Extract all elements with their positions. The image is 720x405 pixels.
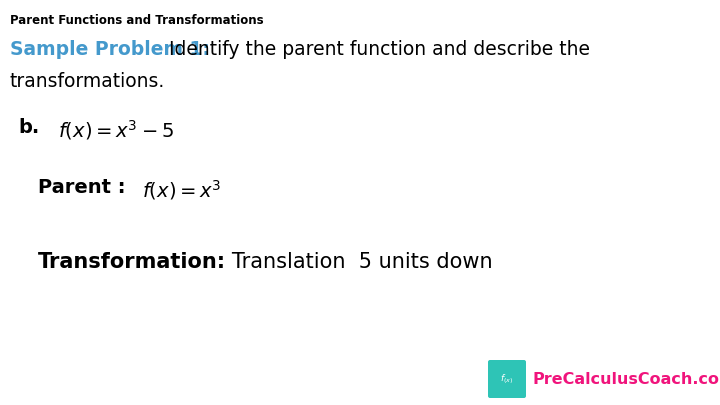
Text: Transformation:: Transformation: xyxy=(38,252,226,272)
Text: PreCalculusCoach.com: PreCalculusCoach.com xyxy=(532,371,720,386)
Text: transformations.: transformations. xyxy=(10,72,166,91)
FancyBboxPatch shape xyxy=(488,360,526,398)
Text: Parent Functions and Transformations: Parent Functions and Transformations xyxy=(10,14,264,27)
Text: Identify the parent function and describe the: Identify the parent function and describ… xyxy=(157,40,590,59)
Text: Parent :: Parent : xyxy=(38,178,125,197)
Text: Sample Problem 1:: Sample Problem 1: xyxy=(10,40,210,59)
Text: $f(x) = x^3$: $f(x) = x^3$ xyxy=(142,178,222,202)
Text: $f(x) = x^3 - 5$: $f(x) = x^3 - 5$ xyxy=(58,118,174,142)
Text: b.: b. xyxy=(18,118,40,137)
Text: $f_{(x)}$: $f_{(x)}$ xyxy=(500,372,513,386)
Text: Translation  5 units down: Translation 5 units down xyxy=(212,252,492,272)
